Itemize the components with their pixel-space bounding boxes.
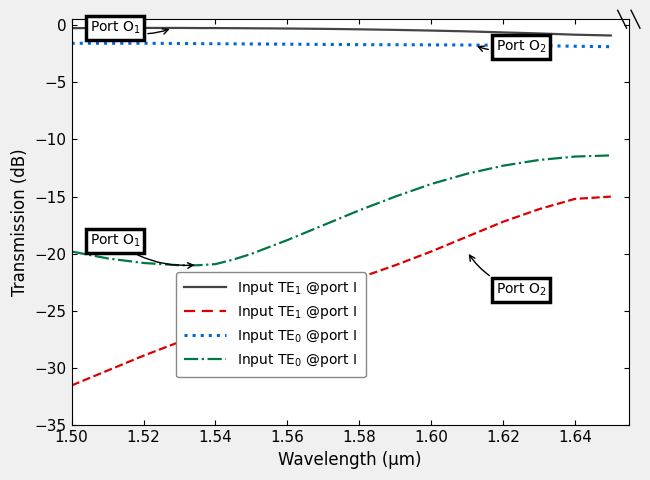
Text: Port O$_2$: Port O$_2$ <box>469 255 547 298</box>
Text: Port O$_1$: Port O$_1$ <box>90 233 193 268</box>
Legend: Input TE$_1$ @port I, Input TE$_1$ @port I, Input TE$_0$ @port I, Input TE$_0$ @: Input TE$_1$ @port I, Input TE$_1$ @port… <box>176 272 366 377</box>
Text: Port O$_1$: Port O$_1$ <box>90 20 168 36</box>
Y-axis label: Transmission (dB): Transmission (dB) <box>11 148 29 296</box>
X-axis label: Wavelength (μm): Wavelength (μm) <box>278 451 422 469</box>
Text: Port O$_2$: Port O$_2$ <box>478 39 547 55</box>
